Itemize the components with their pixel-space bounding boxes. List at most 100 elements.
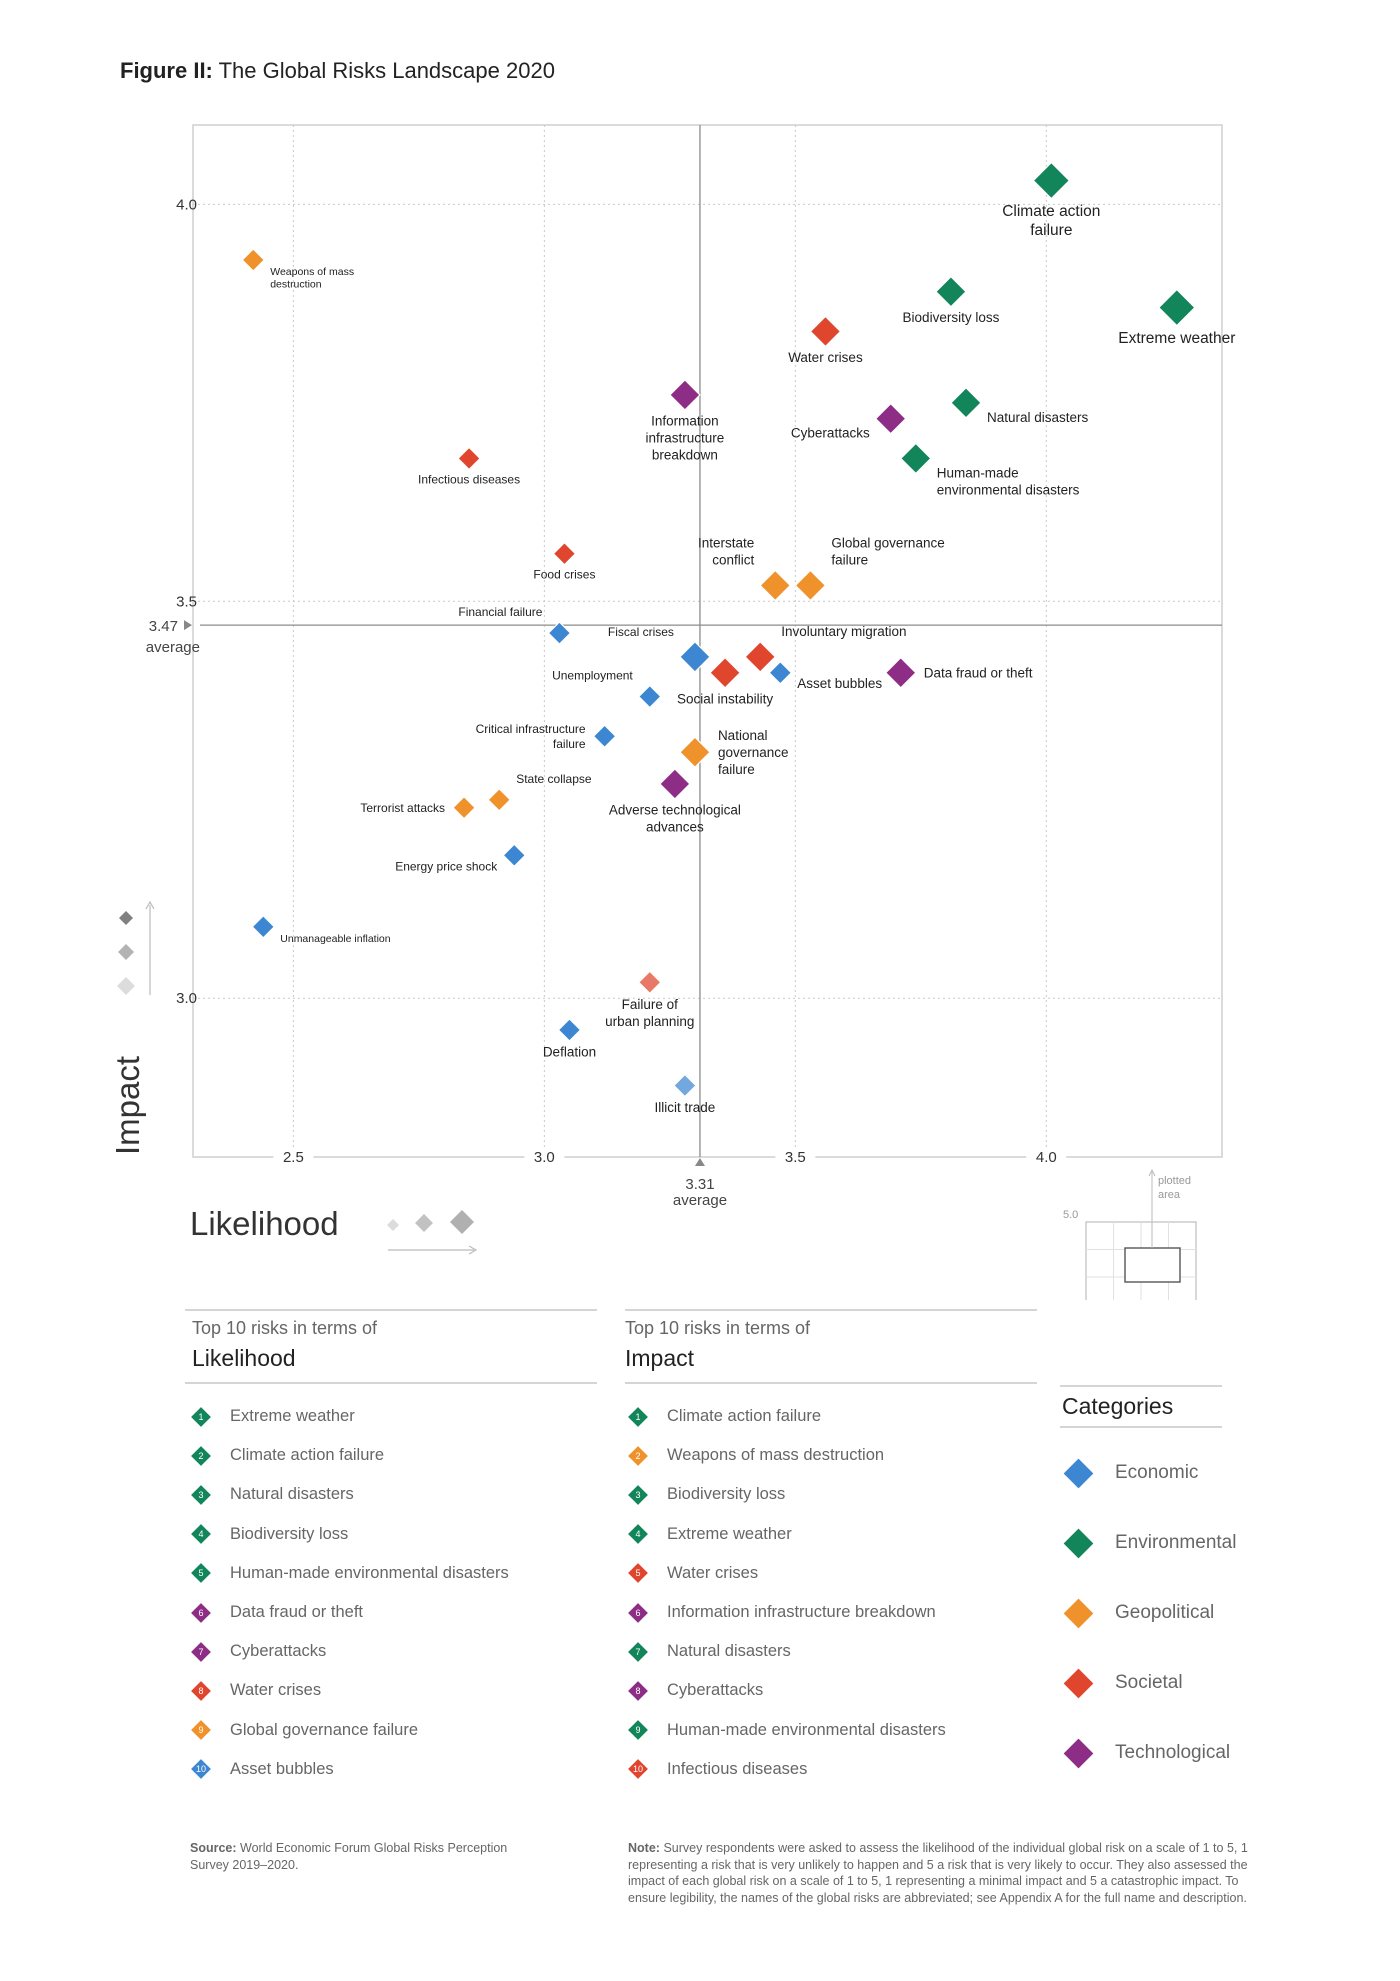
risk-label-unmanageable-inflation: Unmanageable inflation (280, 933, 390, 945)
impact-top10-list: 1 Climate action failure 2 Weapons of mass … (627, 1397, 946, 1789)
risk-label-line: Human-made (937, 465, 1019, 480)
risk-label-line: environmental disasters (937, 482, 1080, 497)
x-tick-bg-1 (524, 1149, 565, 1165)
likelihood-size-key-2 (415, 1214, 433, 1232)
risk-point-energy-price-shock (502, 843, 527, 868)
x-tick-bg-2 (775, 1149, 816, 1165)
list-item: 5 Water crises (627, 1554, 946, 1593)
risk-label-line: Global governance (831, 535, 944, 550)
risk-label-climate-action-failure: Climate action failure (1002, 203, 1100, 239)
likelihood-panel-subtitle: Top 10 risks in terms of (192, 1318, 378, 1338)
risk-label-biodiversity-loss: Biodiversity loss (903, 310, 1000, 325)
risk-label-line: Asset bubbles (797, 676, 882, 691)
rank-label: Natural disasters (667, 1642, 791, 1661)
x-tick-label-1: 3.0 (534, 1149, 555, 1166)
rank-label: Water crises (667, 1563, 759, 1582)
list-item: 8 Water crises (190, 1671, 509, 1710)
rank-label: Data fraud or theft (230, 1603, 363, 1622)
rank-label: Global governance failure (230, 1720, 419, 1739)
impact-size-key-2 (118, 944, 134, 960)
risk-label-line: Critical infrastructure (476, 722, 586, 736)
risk-point-state-collapse (487, 787, 512, 812)
rank-badge: 8 (190, 1680, 212, 1702)
rank-badge: 3 (190, 1484, 212, 1506)
list-item: 2 Weapons of mass destruction (627, 1436, 946, 1475)
risk-label-line: Involuntary migration (781, 624, 906, 639)
note-label: Note: (628, 1841, 660, 1855)
risk-point-critical-infrastructure-failure (592, 724, 617, 749)
rank-number: 6 (635, 1607, 641, 1618)
list-item: 10 Asset bubbles (190, 1750, 509, 1789)
categories-bottom-rule (1060, 1426, 1222, 1428)
risk-point-natural-disasters (950, 386, 982, 419)
plot-frame (192, 124, 1223, 1158)
risk-point-extreme-weather (1157, 288, 1196, 327)
rank-badge: 5 (190, 1562, 212, 1584)
risk-label-water-crises: Water crises (788, 350, 863, 365)
source-note: Source: World Economic Forum Global Risk… (190, 1840, 510, 1873)
rank-number: 1 (635, 1411, 641, 1422)
likelihood-panel-top-rule (185, 1309, 597, 1311)
risk-point-adverse-technological-advances (659, 768, 691, 800)
rank-number: 4 (635, 1529, 641, 1540)
risk-label-line: urban planning (605, 1014, 694, 1029)
rank-label: Human-made environmental disasters (230, 1563, 509, 1582)
category-diamond-icon (1063, 1598, 1094, 1628)
risk-label-involuntary-migration: Involuntary migration (781, 624, 906, 639)
figure-title: Figure II: The Global Risks Landscape 20… (120, 58, 555, 84)
risk-label-line: Cyberattacks (791, 426, 870, 441)
list-item: 7 Cyberattacks (190, 1632, 509, 1671)
rank-label: Biodiversity loss (667, 1485, 786, 1504)
risk-label-global-governance-failure: Global governance failure (831, 535, 944, 567)
average-likelihood-marker (694, 1158, 705, 1166)
impact-panel-bottom-rule (625, 1382, 1037, 1384)
risk-label-infectious-diseases: Infectious diseases (418, 472, 520, 486)
x-axis-title: Likelihood (190, 1205, 339, 1242)
risk-label-fiscal-crises: Fiscal crises (608, 625, 674, 639)
category-diamond-icon (1063, 1738, 1094, 1768)
risk-label-line: failure (1030, 222, 1072, 239)
risk-label-line: conflict (712, 552, 754, 567)
rank-label: Cyberattacks (230, 1642, 327, 1661)
list-item: 1 Extreme weather (190, 1397, 509, 1436)
rank-label: Water crises (230, 1681, 322, 1700)
risk-label-weapons-of-mass-destruction: Weapons of mass destruction (270, 266, 354, 291)
risk-label-energy-price-shock: Energy price shock (395, 859, 498, 873)
rank-badge: 3 (627, 1484, 649, 1506)
risk-label-line: destruction (270, 278, 322, 290)
rank-label: Natural disasters (230, 1485, 354, 1504)
category-diamond-icon (1063, 1528, 1094, 1558)
rank-badge: 5 (627, 1562, 649, 1584)
rank-number: 2 (198, 1450, 204, 1461)
risk-label-line: Social instability (677, 691, 773, 706)
risk-point-interstate-conflict (759, 569, 792, 602)
list-item: 8 Cyberattacks (627, 1671, 946, 1710)
category-economic: Economic (1062, 1458, 1198, 1488)
rank-badge: 7 (627, 1641, 649, 1663)
plotted-area-box (1124, 1247, 1181, 1283)
risk-point-water-crises (809, 315, 842, 348)
risk-label-unemployment: Unemployment (552, 669, 633, 683)
list-item: 4 Extreme weather (627, 1515, 946, 1554)
scale-top-label: 5.0 (1063, 1209, 1078, 1221)
likelihood-panel-title: Likelihood (192, 1345, 296, 1371)
risk-point-social-instability (709, 656, 741, 689)
risk-label-national-governance-failure: National governance failure (718, 728, 789, 777)
risk-label-line: Information (651, 413, 719, 428)
rank-badge: 10 (627, 1758, 649, 1780)
rank-number: 7 (635, 1646, 641, 1657)
y-tick-label-1: 3.5 (176, 593, 197, 610)
risk-label-line: infrastructure (646, 430, 725, 445)
rank-number: 4 (198, 1529, 204, 1540)
risk-labels: Climate action failure Weapons of mass dest… (270, 203, 1235, 1115)
risk-point-information-infrastructure-breakdown (669, 379, 701, 411)
rank-number: 10 (632, 1764, 643, 1775)
rank-label: Asset bubbles (230, 1759, 334, 1778)
rank-badge: 1 (190, 1406, 212, 1428)
risk-point-cyberattacks (874, 402, 907, 435)
risk-point-infectious-diseases (457, 446, 481, 471)
list-item: 9 Global governance failure (190, 1711, 509, 1750)
likelihood-panel-bottom-rule (185, 1382, 597, 1384)
risk-point-data-fraud-or-theft (884, 656, 917, 689)
